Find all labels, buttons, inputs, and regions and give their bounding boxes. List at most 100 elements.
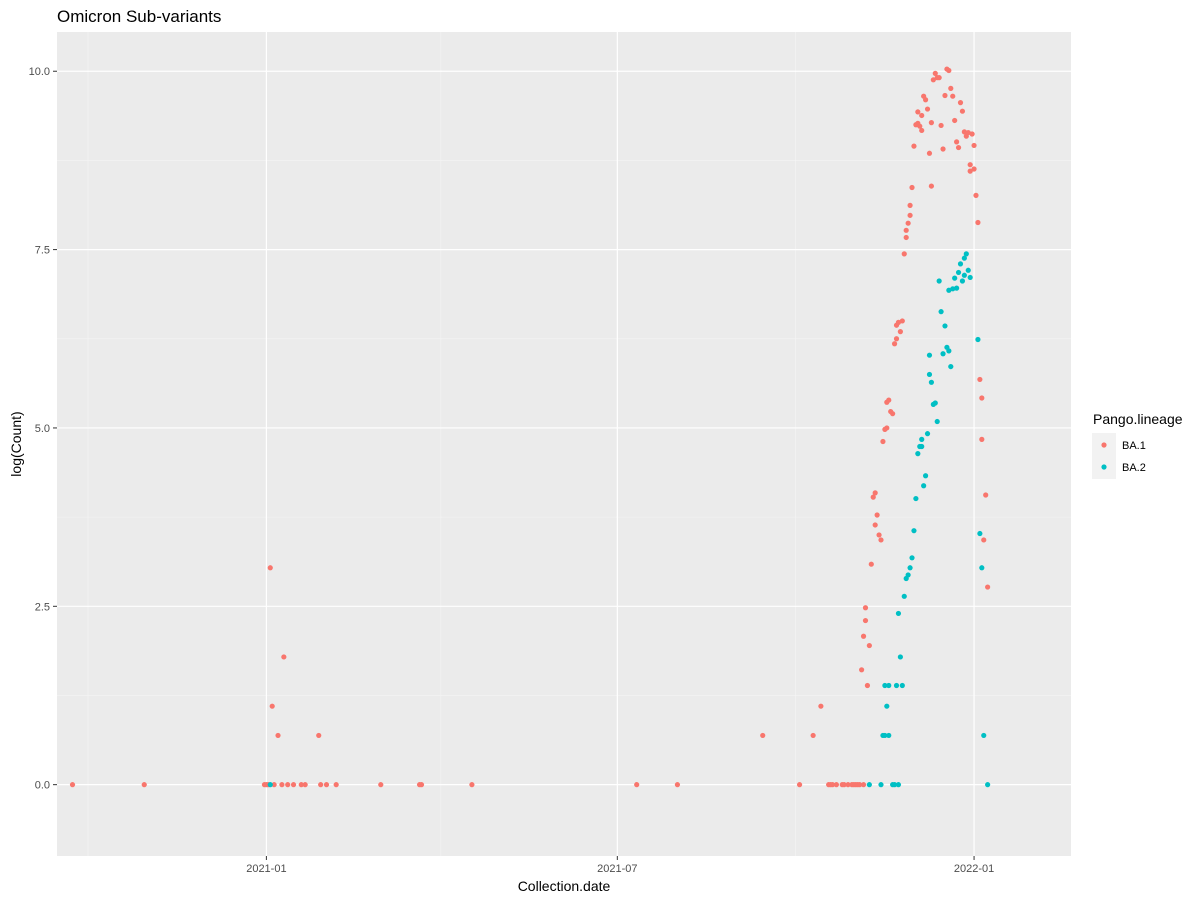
x-tick-label: 2021-01 (246, 863, 286, 875)
data-point-ba-1 (866, 642, 872, 649)
data-point-ba-1 (959, 108, 966, 114)
legend: Pango.lineage BA.1 BA.2 (1092, 411, 1183, 479)
data-point-ba-1 (275, 732, 281, 739)
data-point-ba-1 (917, 123, 923, 129)
data-point-ba-1 (872, 490, 878, 496)
data-point-ba-2 (965, 267, 971, 273)
plot-panel (57, 32, 1071, 856)
legend-label-ba-1: BA.1 (1122, 440, 1146, 452)
data-point-ba-1 (267, 565, 273, 571)
data-point-ba-1 (271, 782, 277, 788)
data-point-ba-2 (905, 572, 911, 578)
data-point-ba-2 (979, 565, 985, 571)
data-point-ba-2 (893, 682, 900, 689)
data-point-ba-2 (934, 418, 940, 425)
data-point-ba-2 (921, 483, 927, 489)
data-point-ba-1 (884, 425, 890, 431)
data-point-ba-1 (891, 341, 898, 347)
data-point-ba-2 (967, 274, 973, 281)
data-point-ba-1 (940, 146, 946, 152)
data-point-ba-2 (977, 530, 983, 537)
data-point-ba-2 (901, 593, 907, 599)
legend-key-ba-1 (1101, 442, 1107, 448)
data-point-ba-1 (841, 782, 847, 788)
data-point-ba-1 (634, 782, 640, 788)
data-point-ba-1 (981, 537, 987, 543)
data-point-ba-2 (882, 682, 888, 689)
data-point-ba-1 (909, 184, 915, 191)
data-point-ba-1 (860, 782, 867, 788)
data-point-ba-2 (940, 351, 946, 357)
data-point-ba-1 (952, 117, 958, 124)
data-point-ba-1 (864, 682, 871, 689)
data-point-ba-2 (954, 285, 960, 291)
y-axis: 0.0 2.5 5.0 7.5 10.0 (29, 66, 57, 792)
data-point-ba-2 (957, 261, 964, 267)
data-point-ba-2 (866, 782, 872, 788)
data-point-ba-1 (860, 633, 867, 639)
data-point-ba-2 (884, 703, 890, 709)
data-point-ba-2 (961, 255, 967, 261)
data-point-ba-2 (915, 451, 921, 457)
x-axis: 2021-01 2021-07 2022-01 (246, 856, 994, 875)
data-point-ba-1 (946, 67, 952, 74)
data-point-ba-2 (926, 352, 933, 358)
data-point-ba-1 (874, 512, 880, 518)
data-point-ba-1 (915, 109, 921, 115)
x-tick-label: 2022-01 (954, 863, 994, 875)
major-gridlines (57, 32, 1071, 856)
data-point-ba-2 (895, 782, 902, 788)
data-point-ba-1 (922, 97, 929, 103)
data-point-ba-1 (69, 782, 76, 788)
data-point-ba-2 (946, 348, 952, 354)
data-point-ba-1 (876, 532, 882, 538)
data-point-ba-1 (973, 192, 979, 198)
data-point-ba-1 (333, 782, 339, 788)
data-point-ba-1 (833, 782, 840, 788)
data-point-ba-2 (909, 555, 915, 561)
data-point-ba-1 (985, 584, 991, 590)
data-point-ba-2 (975, 336, 981, 343)
data-point-ba-2 (919, 443, 925, 450)
data-point-ba-1 (903, 234, 909, 241)
data-point-ba-1 (469, 782, 475, 788)
data-point-ba-1 (298, 782, 304, 788)
data-point-ba-2 (924, 431, 931, 437)
x-tick-label: 2021-07 (597, 863, 637, 875)
data-point-ba-1 (971, 142, 977, 149)
data-point-ba-1 (318, 782, 324, 788)
data-point-ba-1 (285, 782, 291, 788)
data-point-ba-1 (281, 654, 287, 660)
data-point-ba-1 (975, 219, 981, 226)
legend-label-ba-2: BA.2 (1122, 462, 1146, 474)
y-tick-label: 10.0 (29, 66, 50, 78)
data-point-ba-2 (886, 732, 892, 739)
data-point-ba-1 (796, 782, 803, 788)
data-point-ba-2 (878, 782, 884, 788)
legend-title: Pango.lineage (1093, 411, 1183, 427)
data-point-ba-2 (919, 436, 925, 442)
y-tick-label: 7.5 (35, 245, 50, 257)
data-point-ba-1 (857, 782, 863, 788)
data-point-ba-1 (961, 129, 967, 135)
data-point-ba-1 (899, 318, 905, 324)
data-point-ba-1 (897, 329, 903, 335)
data-point-ba-1 (845, 782, 851, 788)
data-point-ba-1 (418, 782, 425, 788)
data-point-ba-1 (878, 537, 884, 543)
legend-key-ba-2 (1101, 464, 1107, 470)
data-point-ba-1 (932, 70, 938, 76)
data-point-ba-2 (897, 654, 903, 660)
data-point-ba-1 (926, 150, 933, 156)
data-point-ba-1 (967, 162, 973, 168)
data-point-ba-1 (141, 782, 147, 788)
data-point-ba-2 (907, 565, 913, 571)
data-point-ba-1 (829, 782, 836, 788)
data-point-ba-1 (983, 492, 989, 498)
data-point-ba-1 (979, 436, 985, 442)
data-point-ba-1 (928, 120, 935, 126)
data-point-ba-1 (977, 376, 983, 383)
data-point-ba-1 (911, 143, 917, 149)
data-point-ba-2 (952, 275, 958, 281)
